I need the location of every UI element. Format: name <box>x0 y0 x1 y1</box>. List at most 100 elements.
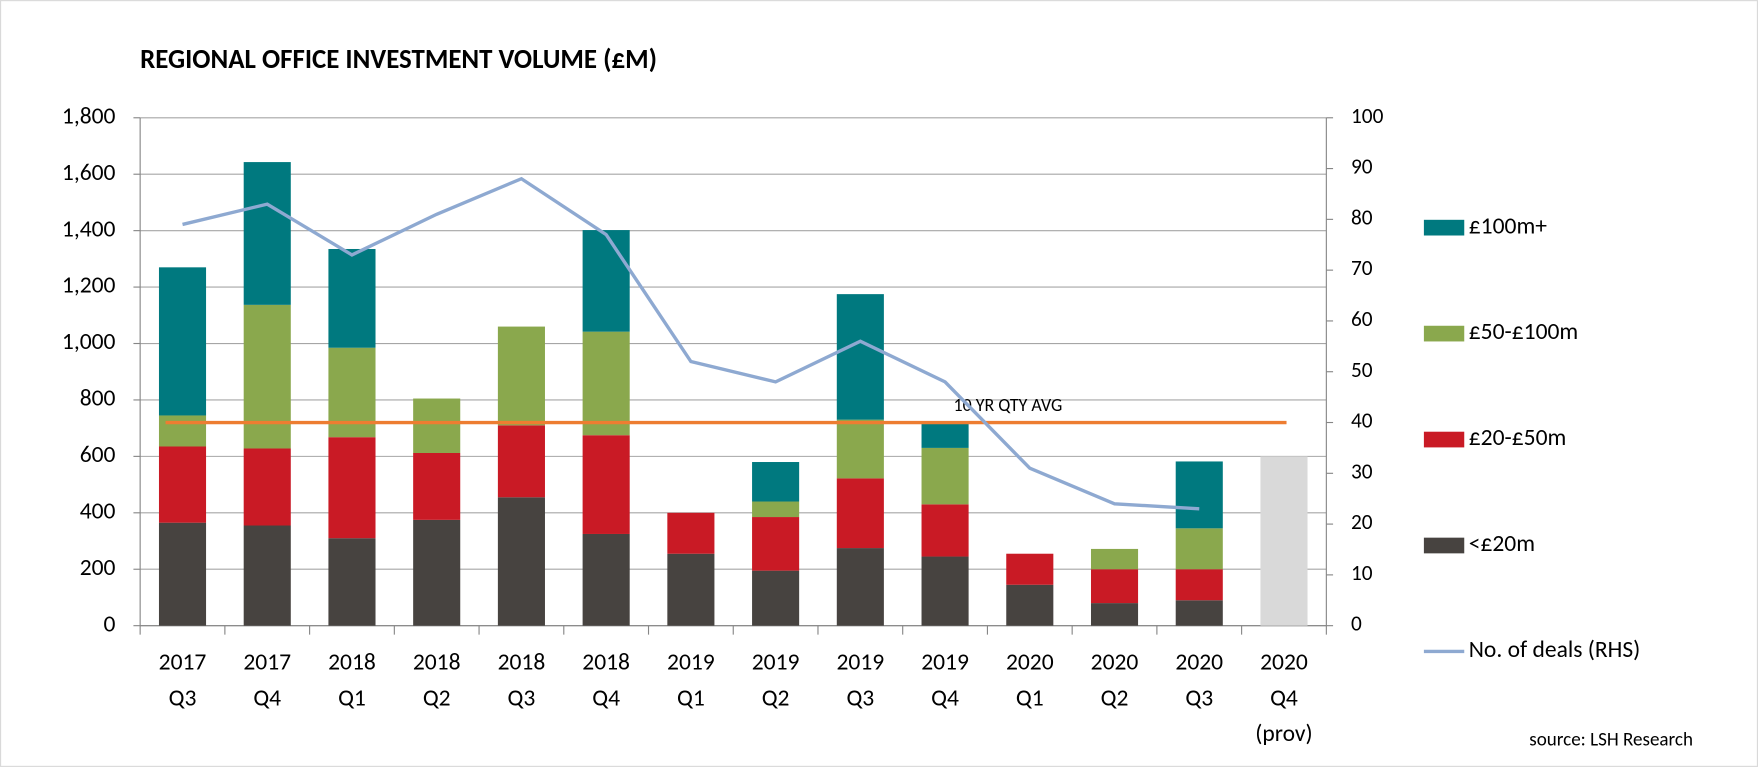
bar-segment <box>328 538 376 626</box>
y2-tick-label: 50 <box>1351 357 1373 383</box>
legend-label: No. of deals (RHS) <box>1469 636 1641 664</box>
legend-label: £100m+ <box>1469 212 1548 240</box>
bar-segment <box>243 304 291 449</box>
reference-label: 10 YR QTY AVG <box>954 394 1063 416</box>
y-tick-label: 200 <box>80 554 116 582</box>
bar-segment <box>836 294 884 420</box>
bar-segment <box>921 504 969 557</box>
source-note: source: LSH Research <box>1529 729 1693 752</box>
y-tick-label: 600 <box>80 441 116 469</box>
x-tick-label: Q3 <box>508 684 536 712</box>
y-tick-label: 0 <box>104 610 116 638</box>
deals-line <box>182 176 1200 511</box>
x-tick-label: Q4 <box>592 684 620 712</box>
y-tick-label: 1,400 <box>62 215 116 243</box>
bar-segment <box>921 556 969 626</box>
bar-segment <box>752 501 800 518</box>
bar-segment <box>1175 461 1223 529</box>
bar-segment <box>1175 528 1223 570</box>
chart-title: REGIONAL OFFICE INVESTMENT VOLUME (£M) <box>140 43 657 76</box>
x-tick-label: 2019 <box>836 648 884 676</box>
bar-segment <box>582 435 630 534</box>
bar-segment <box>1090 569 1139 604</box>
bar-segment <box>836 419 884 479</box>
x-tick-label: Q1 <box>677 684 705 712</box>
legend-swatch <box>1423 219 1465 236</box>
x-tick-label: 2019 <box>752 648 800 676</box>
y-tick-label: 800 <box>80 385 116 413</box>
y2-tick-label: 30 <box>1351 458 1373 484</box>
y2-tick-label: 20 <box>1351 509 1373 535</box>
y2-tick-label: 40 <box>1351 408 1373 434</box>
bar-segment <box>497 326 545 426</box>
bar-segment <box>752 462 800 502</box>
bar-segment <box>1090 548 1139 570</box>
x-tick-label: 2020 <box>1091 648 1139 676</box>
x-tick-label: Q3 <box>846 684 874 712</box>
y2-tick-label: 0 <box>1351 611 1362 637</box>
bar-segment <box>582 331 630 436</box>
bar-segment <box>158 446 207 523</box>
x-tick-label: Q3 <box>1185 684 1213 712</box>
legend-label: £50-£100m <box>1469 318 1578 346</box>
x-tick-label: Q4 <box>1270 684 1298 712</box>
x-tick-label: 2019 <box>921 648 969 676</box>
legend-swatch <box>1423 431 1465 448</box>
bar-segment <box>921 447 969 505</box>
bar-segment <box>582 230 630 332</box>
y2-tick-label: 90 <box>1351 154 1373 180</box>
x-tick-label: Q3 <box>169 684 197 712</box>
y-tick-label: 1,600 <box>62 159 116 187</box>
x-tick-label: Q1 <box>1016 684 1044 712</box>
bar-segment <box>243 525 291 626</box>
bar-segment <box>158 522 207 626</box>
legend-label: £20-£50m <box>1469 424 1567 452</box>
x-tick-label: Q2 <box>423 684 451 712</box>
bar-segment <box>667 553 715 626</box>
bar-segment <box>243 162 291 305</box>
bar-segment <box>497 497 545 626</box>
bar-segment <box>413 452 461 520</box>
x-tick-label: 2017 <box>243 648 291 676</box>
legend-swatch <box>1423 537 1465 554</box>
y-tick-label: 1,800 <box>62 102 116 130</box>
provisional-bar <box>1260 456 1308 626</box>
bar-segment <box>582 533 630 626</box>
legend-label: <£20m <box>1469 530 1535 558</box>
x-tick-label: (prov) <box>1255 720 1312 748</box>
bar-segment <box>1006 584 1054 626</box>
x-tick-label: Q2 <box>762 684 790 712</box>
bar-segment <box>836 548 884 626</box>
x-tick-label: Q4 <box>253 684 281 712</box>
y2-tick-label: 80 <box>1351 204 1373 230</box>
bar-segment <box>1175 569 1223 601</box>
x-tick-label: 2017 <box>159 648 207 676</box>
x-tick-label: 2019 <box>667 648 715 676</box>
bar-segment <box>752 570 800 626</box>
x-tick-label: 2018 <box>582 648 630 676</box>
bar-segment <box>413 519 461 626</box>
y2-tick-label: 100 <box>1351 103 1384 129</box>
bar-segment <box>1090 603 1139 626</box>
y-tick-label: 1,200 <box>62 272 116 300</box>
y-tick-label: 1,000 <box>62 328 116 356</box>
y-tick-label: 400 <box>80 497 116 525</box>
bar-segment <box>667 512 715 554</box>
y2-tick-label: 70 <box>1351 255 1373 281</box>
x-tick-label: 2020 <box>1260 648 1308 676</box>
bar-segment <box>497 425 545 498</box>
x-tick-label: Q1 <box>338 684 366 712</box>
bar-segment <box>1175 600 1223 626</box>
x-tick-label: 2018 <box>498 648 546 676</box>
bar-segment <box>836 478 884 549</box>
y2-tick-label: 10 <box>1351 560 1373 586</box>
x-tick-label: 2020 <box>1006 648 1054 676</box>
x-tick-label: Q4 <box>931 684 959 712</box>
x-tick-label: 2020 <box>1175 648 1223 676</box>
x-tick-label: Q2 <box>1101 684 1129 712</box>
bar-segment <box>921 422 969 448</box>
bar-segment <box>752 517 800 571</box>
bar-segment <box>158 267 207 416</box>
